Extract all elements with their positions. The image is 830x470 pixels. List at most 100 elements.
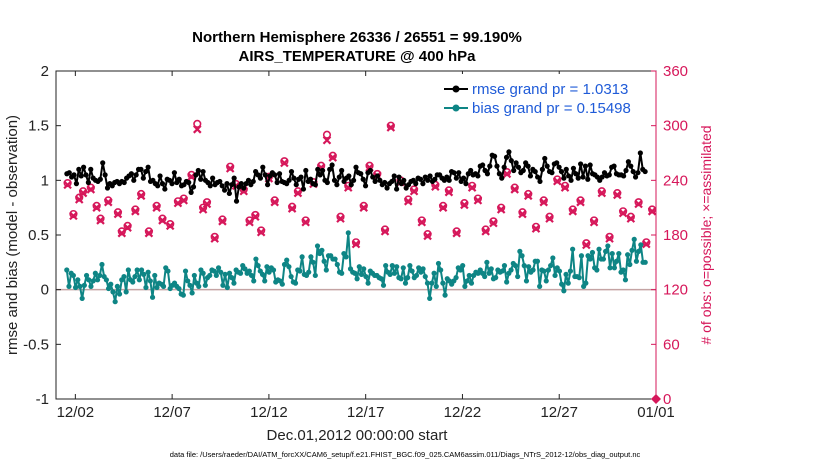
bias-series-point [180, 292, 186, 298]
y2-tick-label: 240 [663, 172, 688, 189]
rmse-series-point [556, 164, 562, 170]
rmse-series-point [138, 166, 144, 172]
rmse-series-point [568, 177, 574, 183]
rmse-series-point [226, 190, 232, 197]
obs-assimilated-point [96, 216, 105, 225]
bias-series-point [103, 277, 109, 283]
bias-series-point [550, 255, 556, 261]
bias-layer [64, 230, 648, 305]
rmse-series-point [336, 174, 342, 180]
rmse-series-point [370, 174, 376, 180]
bias-series-point [622, 277, 629, 283]
bias-series-point [627, 261, 633, 268]
bias-series-point [143, 284, 149, 291]
obs-assimilated-point [560, 183, 570, 192]
rmse-series-point [104, 185, 111, 191]
bias-series-point [501, 263, 508, 269]
rmse-series-point [360, 176, 366, 182]
bias-series-point [81, 282, 87, 288]
rmse-series-point [537, 178, 543, 185]
bias-series-point [548, 263, 554, 269]
bias-series-point [207, 272, 213, 279]
rmse-series-point [535, 174, 541, 180]
obs-assimilated-point [481, 227, 490, 236]
bias-series-point [391, 270, 398, 276]
bias-series-point [633, 258, 640, 264]
rmse-series-point [573, 171, 579, 177]
bias-series-point [365, 280, 371, 286]
rmse-series-point [329, 162, 335, 168]
rmse-series-point [539, 166, 545, 172]
rmse-series-point [484, 171, 491, 177]
obs-assimilated-point [496, 205, 506, 214]
bias-series-point [616, 250, 622, 257]
bias-series-point [453, 275, 459, 281]
y-tick-label: 0 [41, 282, 49, 299]
bias-series-point [636, 248, 642, 254]
rmse-series-point [413, 181, 419, 187]
rmse-series-point [231, 175, 237, 181]
obs-assimilated-point [589, 217, 599, 227]
bias-series-point [387, 271, 393, 277]
obs-assimilated-point [63, 180, 72, 190]
rmse-series-point [233, 198, 240, 204]
obs-assimilated-point [626, 214, 636, 223]
bias-series-point [512, 263, 519, 269]
bias-series-point [189, 290, 195, 296]
rmse-series-point [221, 187, 228, 193]
x-tick-label: 01/01 [637, 404, 675, 421]
bias-series-point [92, 270, 98, 276]
rmse-series-point [623, 167, 629, 174]
bias-series-point [308, 254, 314, 260]
y-tick-label: 2 [41, 63, 49, 80]
obs-assimilated-point [280, 158, 289, 168]
bias-series-point [286, 264, 292, 270]
obs-assimilated-point [301, 217, 310, 227]
obs-assimilated-point [467, 183, 477, 192]
bias-series-point [545, 267, 552, 273]
rmse-series-point [637, 150, 643, 156]
bias-series-point [567, 268, 574, 274]
bias-series-point [72, 284, 79, 291]
bias-series-point [284, 257, 290, 263]
rmse-series-point [558, 168, 565, 175]
rmse-series-point [625, 159, 632, 165]
rmse-series-point [377, 177, 383, 183]
bias-series-point [519, 253, 525, 259]
obs-assimilated-point [386, 123, 396, 132]
obs-assimilated-point [423, 231, 432, 241]
rmse-series-point [241, 185, 247, 191]
y-tick-label: -0.5 [23, 336, 49, 353]
y-tick-label: 1.5 [28, 118, 49, 135]
bias-series-point [165, 268, 171, 274]
obs-assimilated-point [473, 196, 483, 205]
y-axis-label: rmse and bias (model - observation) [4, 115, 21, 355]
y2-axis-label: # of obs: o=possible; ×=assimilated [698, 125, 714, 344]
bias-series-point [361, 266, 367, 272]
bias-series-point [266, 269, 272, 275]
rmse-series-point [300, 186, 307, 192]
bias-series-point [310, 259, 316, 265]
rmse-series-point [630, 168, 636, 175]
plot-area [56, 71, 656, 399]
rmse-series-point [66, 170, 72, 176]
bias-series-point [583, 280, 589, 286]
bias-series-point [79, 295, 85, 302]
bias-series-point [279, 281, 285, 287]
rmse-series-point [195, 167, 201, 174]
rmse-series-point [527, 173, 534, 179]
bias-series-point [292, 280, 299, 286]
bias-series-point [264, 264, 270, 270]
bias-series-point [504, 279, 510, 285]
obs-assimilated-point [647, 207, 657, 216]
bias-series-point [378, 276, 384, 282]
rmse-series-point [475, 173, 481, 179]
obs-assimilated-point [152, 203, 161, 212]
obs-assimilated-point [86, 185, 96, 194]
bias-series-point [270, 267, 277, 273]
rmse-series-point [157, 173, 163, 179]
bias-series-point [389, 263, 395, 269]
y2-tick-label: 180 [663, 227, 688, 244]
rmse-series-point [190, 184, 197, 190]
bias-series-point [196, 283, 202, 289]
